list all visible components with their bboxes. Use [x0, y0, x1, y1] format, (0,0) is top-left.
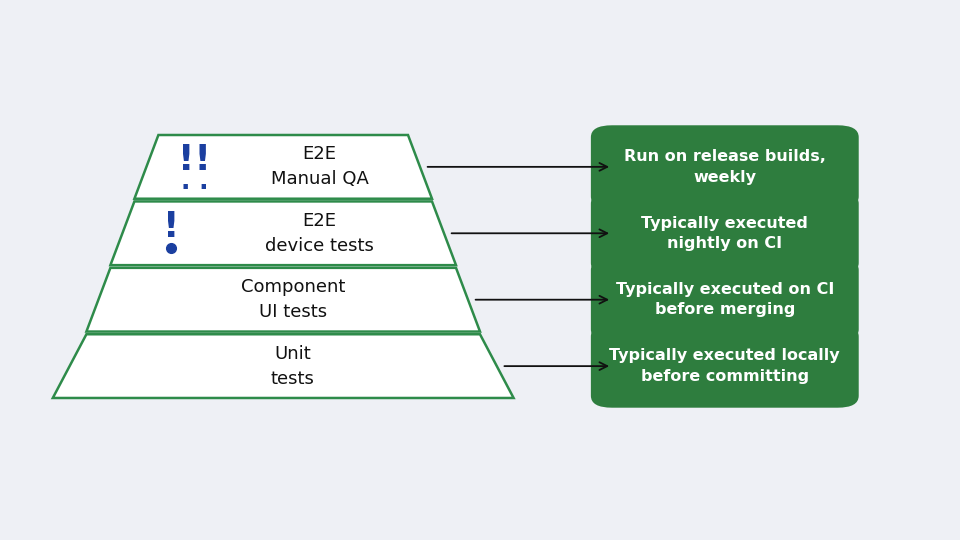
Text: E2E
Manual QA: E2E Manual QA	[271, 145, 369, 188]
Text: Typically executed locally
before committing: Typically executed locally before commit…	[610, 348, 840, 384]
Polygon shape	[110, 201, 456, 265]
FancyBboxPatch shape	[590, 125, 858, 208]
Text: . .: . .	[181, 170, 208, 194]
Text: Component
UI tests: Component UI tests	[241, 278, 345, 321]
Text: !: !	[162, 210, 180, 244]
Text: Run on release builds,
weekly: Run on release builds, weekly	[624, 149, 826, 185]
FancyBboxPatch shape	[590, 258, 858, 341]
Text: E2E
device tests: E2E device tests	[265, 212, 374, 255]
Text: Typically executed
nightly on CI: Typically executed nightly on CI	[641, 215, 808, 251]
Text: Typically executed on CI
before merging: Typically executed on CI before merging	[615, 282, 834, 318]
Polygon shape	[53, 334, 514, 398]
Text: !!: !!	[179, 144, 211, 177]
FancyBboxPatch shape	[590, 192, 858, 275]
Polygon shape	[86, 268, 480, 332]
Polygon shape	[134, 135, 432, 199]
FancyBboxPatch shape	[590, 325, 858, 408]
Text: Unit
tests: Unit tests	[271, 345, 315, 388]
